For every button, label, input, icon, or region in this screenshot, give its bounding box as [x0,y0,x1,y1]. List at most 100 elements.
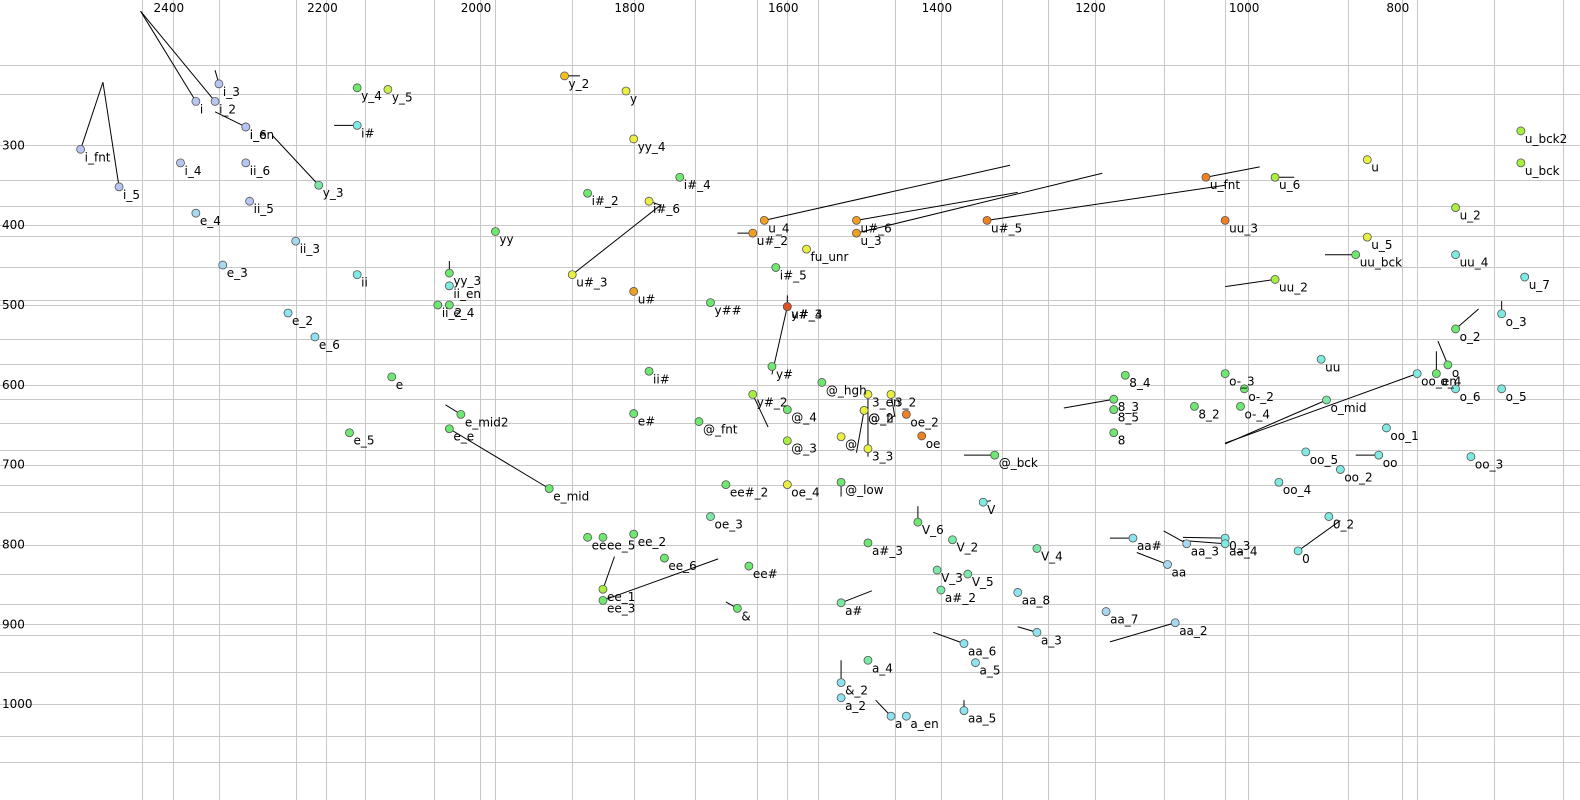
data-point [444,424,454,434]
data-point [1497,384,1507,394]
data-point [836,598,846,608]
point-label: aa_3 [1191,545,1219,559]
data-point [560,71,569,81]
trajectory-line [1063,398,1114,409]
data-point [352,83,362,93]
point-label: aa# [1137,539,1162,553]
point-label: 3_3 [872,450,893,464]
data-point [629,529,639,539]
data-point [567,270,577,280]
point-label: oo_4 [1283,483,1311,497]
point-label: u_6 [1279,178,1300,192]
data-point [598,595,608,605]
x-tick-label: 1600 [768,1,799,15]
data-point [959,639,969,648]
data-point [932,565,942,575]
point-label: ii_6 [250,164,270,178]
data-point [1374,450,1384,460]
data-point [759,215,769,225]
data-point [1362,155,1372,165]
point-label: o-_3 [1229,375,1255,389]
data-point [1182,539,1192,549]
data-point [963,569,973,579]
data-point [387,372,397,382]
data-point [1220,369,1230,379]
point-label: i#_4 [684,178,711,192]
point-label: u#_5 [991,221,1022,235]
x-tick-label: 1400 [922,1,953,15]
point-label: @_hgh [826,383,867,397]
data-point [978,497,988,507]
data-point [1128,533,1138,543]
point-label: 0 [1302,552,1310,566]
point-label: a_en [910,717,938,731]
data-point [1412,369,1422,379]
point-label: e_6 [319,338,340,352]
point-label: V_2 [956,541,978,555]
point-label: a_2 [845,699,866,713]
data-point [1220,215,1230,225]
point-label: a#_2 [945,591,976,605]
point-label: V_3 [941,571,963,585]
data-point [191,208,201,218]
point-label: uu_3 [1229,221,1258,235]
data-point [114,182,124,192]
data-point [1451,250,1460,260]
data-point [959,706,969,715]
trajectory-line [602,556,615,590]
point-label: e_2 [292,314,313,328]
trajectories [80,10,1503,717]
point-label: i#_5 [780,268,807,282]
data-point [291,236,301,246]
data-point [1451,324,1460,334]
trajectory-line [102,82,120,187]
trajectory-line [764,164,1011,221]
point-label: e_mid [553,490,589,504]
point-label: aa_4 [1229,545,1257,559]
data-point [1351,250,1361,260]
data-point [629,287,639,296]
data-point [76,144,86,154]
trajectory-line [602,558,719,601]
point-label: e_mid2 [465,415,509,429]
trajectory-line [933,631,965,644]
point-label: @_4 [791,411,817,425]
point-label: ii_3 [300,242,320,256]
point-label: i_6 [250,128,267,142]
point-label: 8_3 [1118,400,1139,414]
point-label: 8_2 [1198,407,1219,421]
point-label: oo_en [1421,375,1457,389]
data-point [629,134,639,144]
y-tick-label: 600 [2,378,25,392]
data-point [694,417,704,426]
trajectory-line [80,82,104,150]
trajectory-line [855,410,865,453]
data-point [629,409,639,418]
point-label: ii_5 [254,202,274,216]
trajectory-line [1455,308,1479,330]
point-label: o_2 [1460,330,1481,344]
data-point [1236,401,1245,411]
data-point [721,480,731,490]
point-label: e# [638,415,655,429]
data-point [1301,447,1311,457]
data-point [836,693,846,703]
data-point [1163,560,1172,569]
point-label: i_4 [185,164,202,178]
point-label: e_4 [200,214,221,228]
data-point [1120,370,1130,380]
point-label: @_3 [791,442,817,456]
point-label: & [741,609,750,623]
point-label: yy_4 [638,140,666,154]
trajectory-line [140,10,197,102]
data-point [1316,354,1326,364]
data-point [1516,126,1526,136]
point-label: oo_1 [1390,429,1418,443]
point-label: a [895,717,902,731]
point-label: ee_5 [607,538,635,552]
data-point [1516,158,1526,168]
trajectory-line [752,394,769,428]
point-label: i#_6 [653,202,680,216]
point-label: aa [1172,565,1187,579]
point-label: 3_en [872,395,901,409]
